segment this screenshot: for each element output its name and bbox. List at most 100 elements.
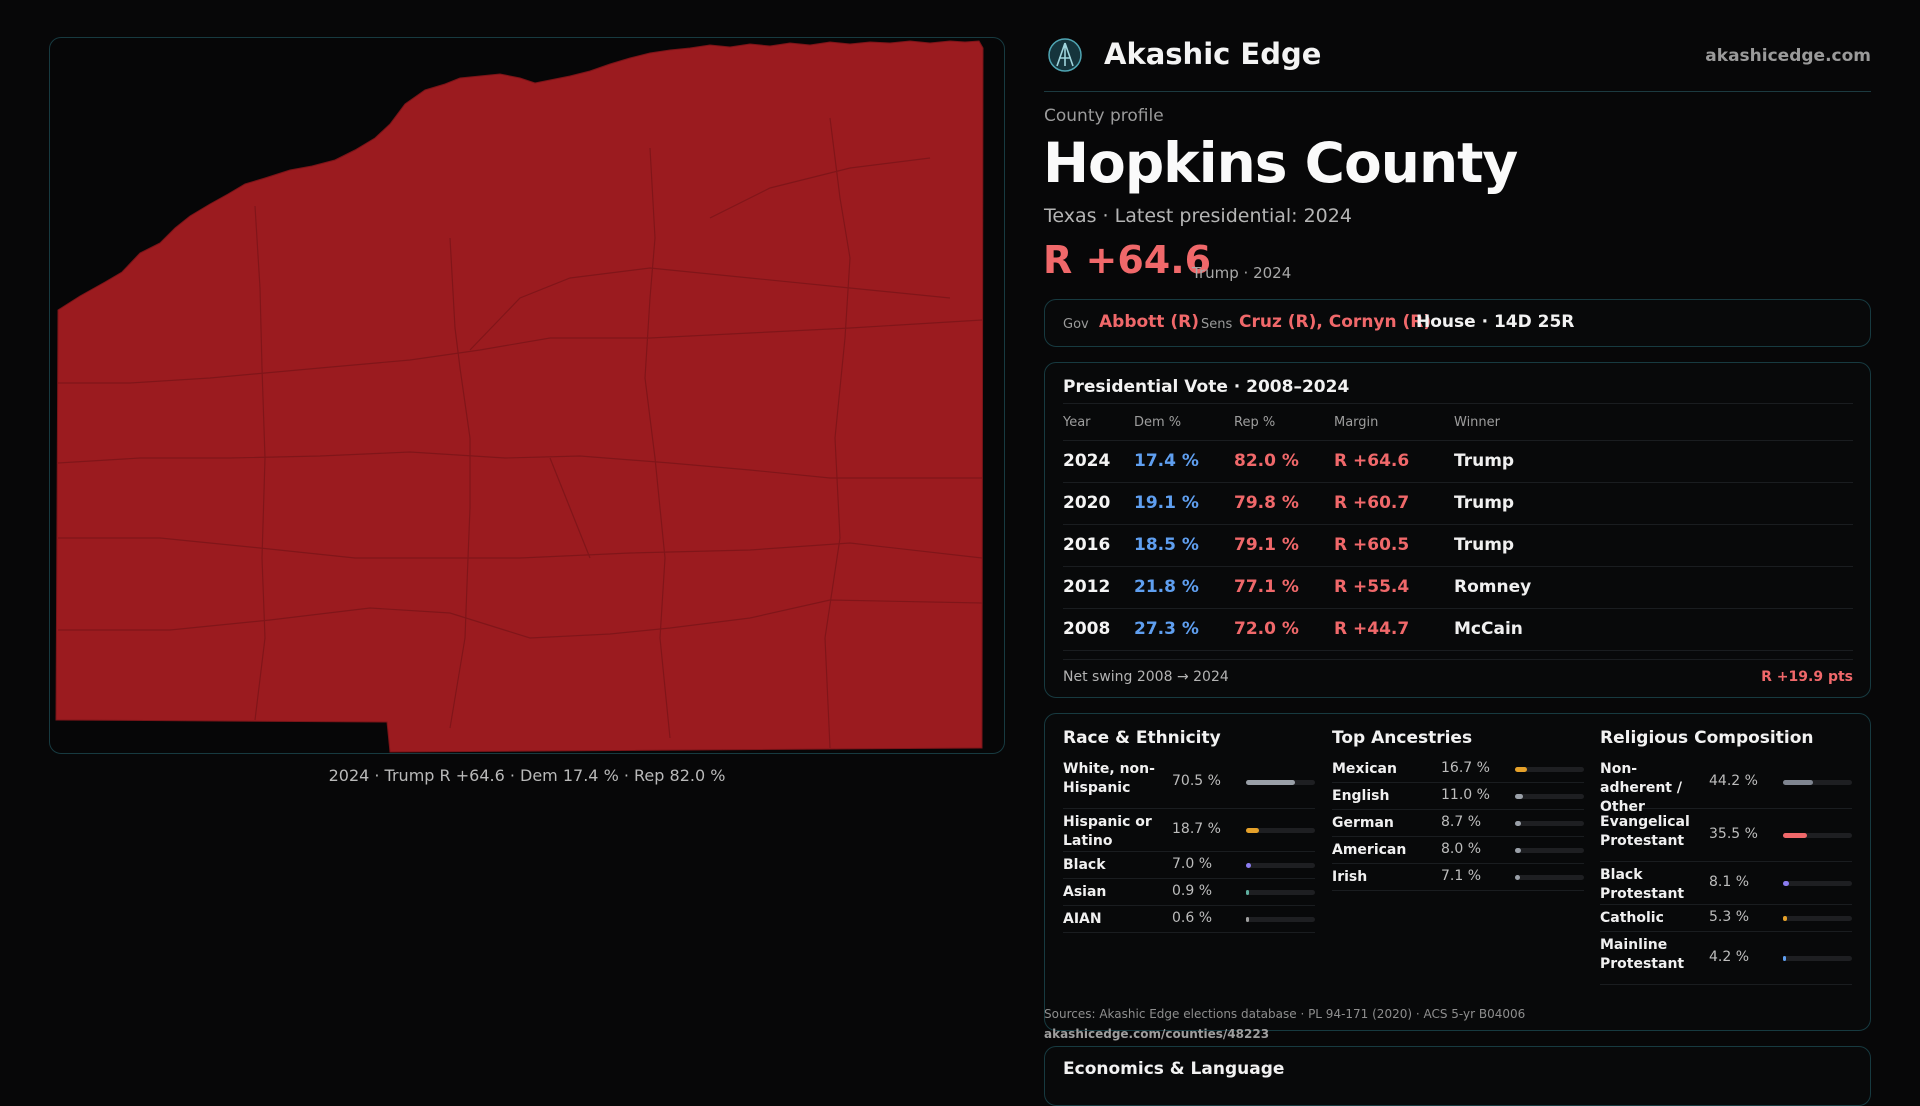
year-cell: 2020 (1063, 493, 1111, 513)
ancestry-value: 11.0 % (1441, 787, 1490, 803)
religion-bar (1783, 779, 1852, 785)
rep-cell: 82.0 % (1234, 451, 1299, 471)
col-winner: Winner (1454, 415, 1501, 430)
swing-value: R +19.9 pts (1761, 669, 1853, 685)
county-subtitle: Texas · Latest presidential: 2024 (1044, 205, 1352, 227)
gov-value: Abbott (R) (1099, 312, 1199, 332)
margin-cell: R +60.5 (1334, 535, 1410, 555)
race-bar (1246, 827, 1315, 833)
winner-cell: Trump (1454, 493, 1515, 513)
race-label: Hispanic or Latino (1063, 814, 1152, 849)
ancestry-label: English (1332, 788, 1390, 804)
race-bar-fill (1246, 916, 1249, 922)
ancestry-value: 8.0 % (1441, 841, 1482, 857)
ancestry-label: Mexican (1332, 761, 1397, 777)
religion-value: 8.1 % (1709, 874, 1750, 890)
religion-bar-fill (1783, 779, 1814, 785)
year-cell: 2024 (1063, 451, 1111, 471)
race-label: White, non-Hispanic (1063, 761, 1155, 796)
race-value: 7.0 % (1172, 856, 1213, 872)
rep-cell: 79.1 % (1234, 535, 1299, 555)
ancestry-row: German 8.7 % (1332, 810, 1584, 837)
ancestry-label: German (1332, 815, 1394, 831)
religion-value: 4.2 % (1709, 949, 1750, 965)
race-row: Hispanic or Latino 18.7 % (1063, 809, 1315, 852)
race-label: Asian (1063, 884, 1107, 900)
race-bar-fill (1246, 889, 1249, 895)
dem-cell: 17.4 % (1134, 451, 1199, 471)
ancestry-bar-fill (1515, 766, 1527, 772)
economics-card: Economics & Language (1044, 1046, 1871, 1106)
year-cell: 2016 (1063, 535, 1111, 555)
ancestry-bar-fill (1515, 820, 1521, 826)
akashic-logo-icon (1048, 38, 1082, 72)
ancestry-bar-fill (1515, 874, 1520, 880)
race-value: 70.5 % (1172, 773, 1221, 789)
map-caption: 2024 · Trump R +64.6 · Dem 17.4 % · Rep … (328, 766, 726, 785)
race-value: 18.7 % (1172, 821, 1221, 837)
religion-row: Evangelical Protestant 35.5 % (1600, 809, 1852, 862)
dem-cell: 18.5 % (1134, 535, 1199, 555)
race-bar-fill (1246, 779, 1295, 785)
race-bar (1246, 779, 1315, 785)
margin-cell: R +44.7 (1334, 619, 1410, 639)
county-map-svg (55, 40, 984, 753)
religion-row: Mainline Protestant 4.2 % (1600, 932, 1852, 985)
net-swing: Net swing 2008 → 2024 R +19.9 pts (1063, 659, 1853, 685)
ancestry-value: 8.7 % (1441, 814, 1482, 830)
winner-cell: McCain (1454, 619, 1523, 639)
table-header: Year Dem % Rep % Margin Winner (1063, 403, 1853, 441)
ancestry-label: Irish (1332, 869, 1368, 885)
winner-cell: Trump (1454, 451, 1515, 471)
religion-value: 44.2 % (1709, 773, 1758, 789)
winner-cell: Romney (1454, 577, 1532, 597)
gov-label: Gov (1063, 317, 1089, 332)
ancestry-bar (1515, 874, 1584, 880)
table-row: 2012 21.8 % 77.1 % R +55.4 Romney (1063, 567, 1853, 609)
col-year: Year (1063, 415, 1091, 430)
ancestry-bar-fill (1515, 793, 1523, 799)
sources-note: Sources: Akashic Edge elections database… (1044, 1004, 1525, 1044)
year-cell: 2012 (1063, 577, 1111, 597)
col-margin: Margin (1334, 415, 1379, 430)
table-row: 2020 19.1 % 79.8 % R +60.7 Trump (1063, 483, 1853, 525)
sens-label: Sens (1201, 317, 1233, 332)
swing-label: Net swing 2008 → 2024 (1063, 669, 1229, 685)
county-map[interactable] (49, 37, 1005, 754)
economics-title: Economics & Language (1063, 1059, 1285, 1079)
religion-label: Black Protestant (1600, 867, 1685, 902)
ancestry-row: American 8.0 % (1332, 837, 1584, 864)
religion-row: Non-adherent / Other 44.2 % (1600, 756, 1852, 815)
officials-bar: Gov Abbott (R) Sens Cruz (R), Cornyn (R)… (1044, 299, 1871, 347)
religion-bar-fill (1783, 955, 1786, 961)
race-row: AIAN 0.6 % (1063, 906, 1315, 933)
ancestry-row: Mexican 16.7 % (1332, 756, 1584, 783)
ancestry-bar-fill (1515, 847, 1521, 853)
ancestry-value: 7.1 % (1441, 868, 1482, 884)
county-title: Hopkins County (1043, 131, 1518, 195)
margin-cell: R +64.6 (1334, 451, 1410, 471)
col-rep: Rep % (1234, 415, 1276, 430)
race-value: 0.9 % (1172, 883, 1213, 899)
religion-bar-fill (1783, 915, 1787, 921)
table-row: 2008 27.3 % 72.0 % R +44.7 McCain (1063, 609, 1853, 651)
religion-bar-fill (1783, 880, 1789, 886)
year-cell: 2008 (1063, 619, 1111, 639)
race-label: Black (1063, 857, 1106, 873)
margin-cell: R +55.4 (1334, 577, 1410, 597)
sources-url[interactable]: akashicedge.com/counties/48223 (1044, 1027, 1270, 1041)
religion-row: Black Protestant 8.1 % (1600, 862, 1852, 905)
religion-bar-fill (1783, 832, 1808, 838)
race-row: Asian 0.9 % (1063, 879, 1315, 906)
ancestry-bar (1515, 820, 1584, 826)
headline-margin: R +64.6 (1043, 238, 1212, 282)
house-value: House · 14D 25R (1416, 312, 1575, 332)
sources-text: Sources: Akashic Edge elections database… (1044, 1007, 1526, 1021)
county-shape[interactable] (55, 40, 984, 753)
header: Akashic Edge akashicedge.com (1044, 28, 1871, 92)
religion-bar (1783, 880, 1852, 886)
site-link[interactable]: akashicedge.com (1705, 46, 1871, 66)
religion-bar (1783, 955, 1852, 961)
ancestry-value: 16.7 % (1441, 760, 1490, 776)
precinct-lines (57, 117, 983, 749)
